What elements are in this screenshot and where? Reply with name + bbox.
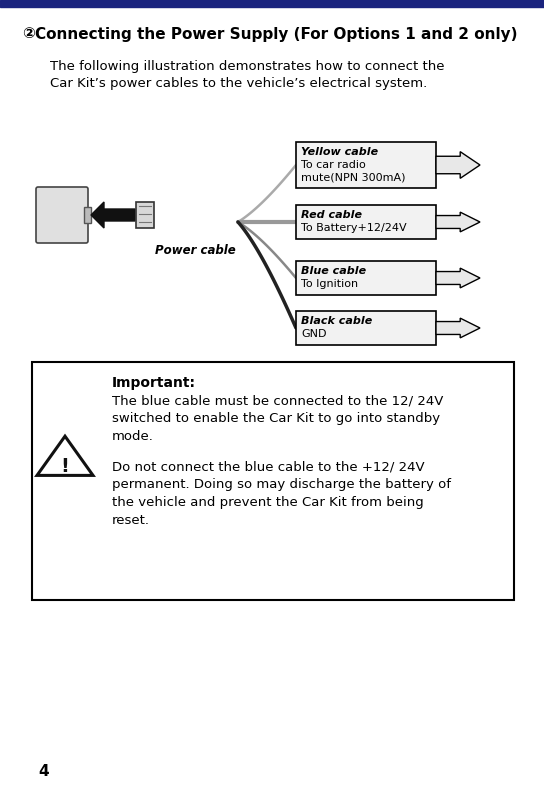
Text: The following illustration demonstrates how to connect the
Car Kit’s power cable: The following illustration demonstrates … [50, 60, 444, 91]
Polygon shape [436, 212, 480, 232]
FancyBboxPatch shape [36, 187, 88, 243]
Polygon shape [436, 318, 480, 338]
Text: Do not connect the blue cable to the +12/ 24V
permanent. Doing so may discharge : Do not connect the blue cable to the +12… [112, 460, 451, 527]
Bar [0, 0, 544, 7]
Text: Yellow cable: Yellow cable [301, 147, 378, 157]
Polygon shape [436, 268, 480, 288]
Text: Black cable: Black cable [301, 316, 372, 326]
Text: GND: GND [301, 329, 326, 339]
Text: 4: 4 [38, 765, 48, 780]
Text: Blue cable: Blue cable [301, 266, 366, 276]
Text: !: ! [60, 457, 70, 476]
Polygon shape [37, 436, 93, 476]
Text: Red cable: Red cable [301, 210, 362, 220]
Text: To Battery+12/24V: To Battery+12/24V [301, 223, 406, 233]
Text: To Ignition: To Ignition [301, 279, 358, 289]
Bar [296, 142, 436, 188]
Bar [32, 362, 514, 600]
Text: The blue cable must be connected to the 12/ 24V
switched to enable the Car Kit t: The blue cable must be connected to the … [112, 394, 443, 443]
Bar [296, 311, 436, 345]
Polygon shape [91, 202, 135, 228]
Polygon shape [436, 152, 480, 179]
Bar [296, 261, 436, 295]
Text: Important:: Important: [112, 376, 196, 390]
Text: Power cable: Power cable [154, 244, 236, 257]
Bar [136, 202, 154, 228]
Text: To car radio
mute(NPN 300mA): To car radio mute(NPN 300mA) [301, 160, 405, 183]
Bar [296, 205, 436, 239]
Bar [84, 207, 91, 223]
Text: ②: ② [22, 26, 35, 41]
Text: Connecting the Power Supply (For Options 1 and 2 only): Connecting the Power Supply (For Options… [35, 26, 517, 41]
